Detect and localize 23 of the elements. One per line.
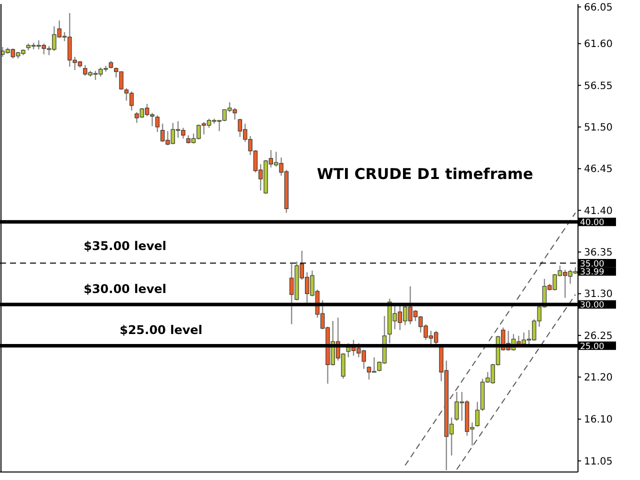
y-tick-label: 66.05 [584, 2, 613, 14]
y-tick-label: 41.40 [584, 206, 613, 217]
y-tick-label: 36.35 [584, 248, 613, 259]
y-tick-label: 16.10 [584, 414, 613, 426]
ref-line-label: 30.00 [580, 300, 604, 311]
y-tick-label: 56.55 [584, 80, 613, 92]
text: WTI CRUDE D1 timeframe [316, 165, 534, 183]
y-tick-label: 51.50 [584, 122, 613, 134]
y-tick-label: 21.20 [584, 372, 613, 384]
annotation: $35.00 level [84, 239, 166, 253]
text: 33.99 [580, 268, 604, 278]
ref-line-label: 25.00 [580, 342, 604, 352]
annotation: $30.00 level [84, 282, 166, 296]
ref-line-label: 35.00 [580, 259, 604, 270]
y-tick-label: 31.30 [584, 289, 613, 300]
y-tick-label: 61.60 [584, 39, 613, 50]
annotation: $25.00 level [120, 323, 202, 337]
y-tick-label: 46.45 [584, 164, 613, 176]
y-tick-label: 11.05 [584, 456, 613, 468]
candlestick [475, 401, 480, 428]
ref-line-label: 40.00 [580, 218, 604, 228]
candlestick [155, 114, 160, 133]
y-tick-label: 26.25 [584, 330, 613, 342]
